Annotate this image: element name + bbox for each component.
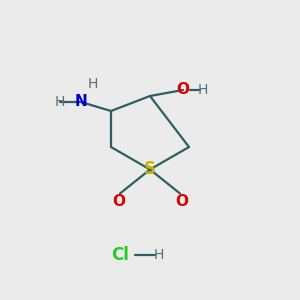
Text: H: H xyxy=(197,83,208,97)
Text: O: O xyxy=(112,194,125,208)
Text: O: O xyxy=(176,82,190,98)
Text: Cl: Cl xyxy=(111,246,129,264)
Text: S: S xyxy=(144,160,156,178)
Text: H: H xyxy=(88,77,98,91)
Text: N: N xyxy=(75,94,87,110)
Text: O: O xyxy=(175,194,188,208)
Text: H: H xyxy=(55,95,65,109)
Text: H: H xyxy=(154,248,164,262)
